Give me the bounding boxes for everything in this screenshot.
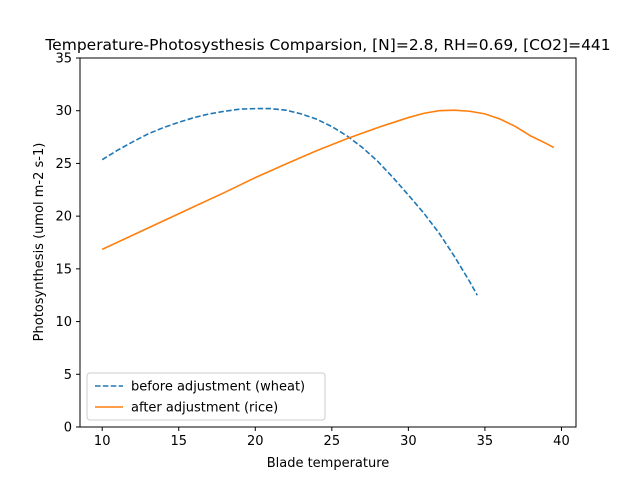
x-tick-label: 25: [324, 434, 341, 449]
axes: [79, 57, 577, 428]
y-tick-label: 15: [55, 262, 72, 277]
y-tick-label: 20: [55, 210, 72, 225]
legend-label-1: before adjustment (wheat): [131, 380, 305, 395]
x-tick-label: 35: [477, 434, 494, 449]
legend: before adjustment (wheat) after adjustmen…: [86, 372, 326, 421]
y-tick-label: 10: [55, 315, 72, 330]
x-tick-label: 40: [553, 434, 570, 449]
x-axis-label: Blade temperature: [267, 456, 390, 471]
y-tick-label: 35: [55, 52, 72, 67]
y-axis-label: Photosynthesis (umol m-2 s-1): [32, 143, 47, 342]
series-line-1: [101, 107, 478, 296]
x-tick-label: 10: [94, 434, 111, 449]
x-tick-label: 15: [170, 434, 187, 449]
y-tick-label: 0: [64, 421, 72, 436]
axes-frame: [79, 57, 577, 428]
x-axis-ticks: 10 15 20 25 30 35 40: [94, 427, 570, 449]
series-line-2: [101, 109, 555, 251]
y-tick-label: 25: [55, 157, 72, 172]
legend-box: [86, 372, 326, 421]
y-tick-label: 30: [55, 104, 72, 119]
x-tick-label: 20: [247, 434, 264, 449]
y-tick-label: 5: [64, 368, 72, 383]
x-tick-label: 30: [400, 434, 417, 449]
legend-label-2: after adjustment (rice): [131, 401, 278, 416]
y-axis-ticks: 0 5 10 15 20 25 30 35: [55, 52, 80, 436]
chart-title: Temperature-Photosysthesis Comparsion, […: [44, 36, 610, 54]
series-lines: [101, 107, 555, 296]
